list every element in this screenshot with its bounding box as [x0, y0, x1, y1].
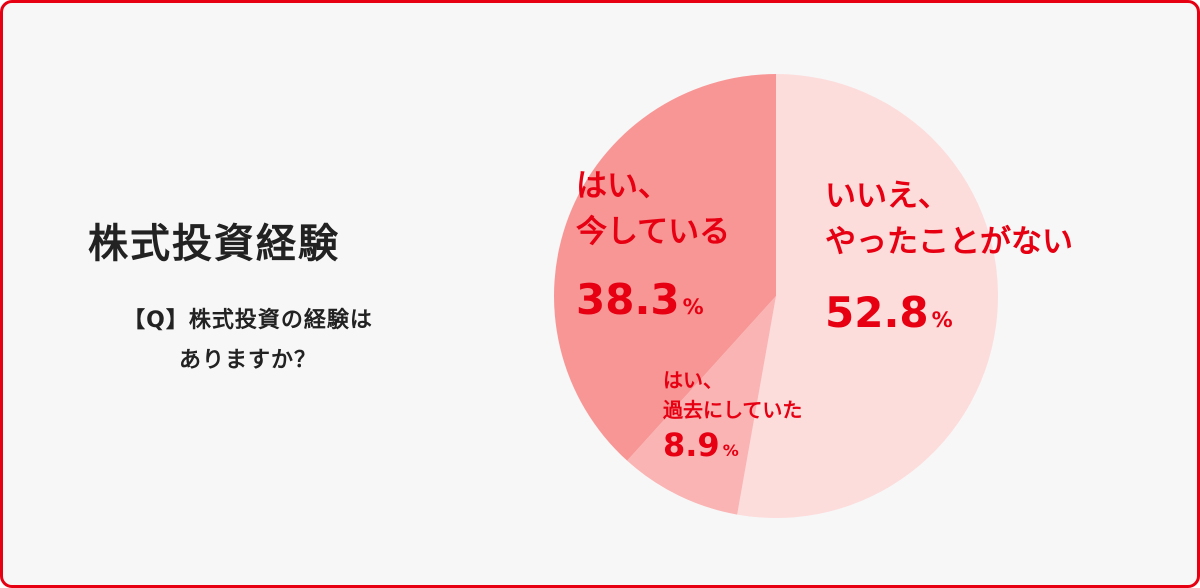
- chart-title: 株式投資経験: [88, 221, 340, 267]
- value-unit: %: [931, 308, 953, 332]
- slice-label: いいえ、 やったことがない: [825, 178, 1073, 260]
- slice-value: 8.9%: [663, 426, 739, 464]
- value-number: 52.8: [825, 288, 929, 337]
- slice-label: はい、 今している: [576, 168, 731, 250]
- pie-slice: [737, 74, 998, 518]
- chart-subtitle: 【Q】株式投資の経験は ありますか？: [123, 308, 373, 373]
- slice-value: 52.8%: [825, 288, 953, 337]
- value-number: 8.9: [663, 426, 720, 464]
- slice-value: 38.3%: [576, 275, 704, 324]
- pie-slice: [627, 296, 776, 515]
- value-number: 38.3: [576, 275, 680, 324]
- value-unit: %: [682, 295, 704, 319]
- pie-slice: [554, 74, 776, 461]
- value-unit: %: [722, 441, 739, 460]
- pie-chart: [554, 74, 998, 518]
- slice-label: はい、 過去にしていた: [663, 368, 803, 422]
